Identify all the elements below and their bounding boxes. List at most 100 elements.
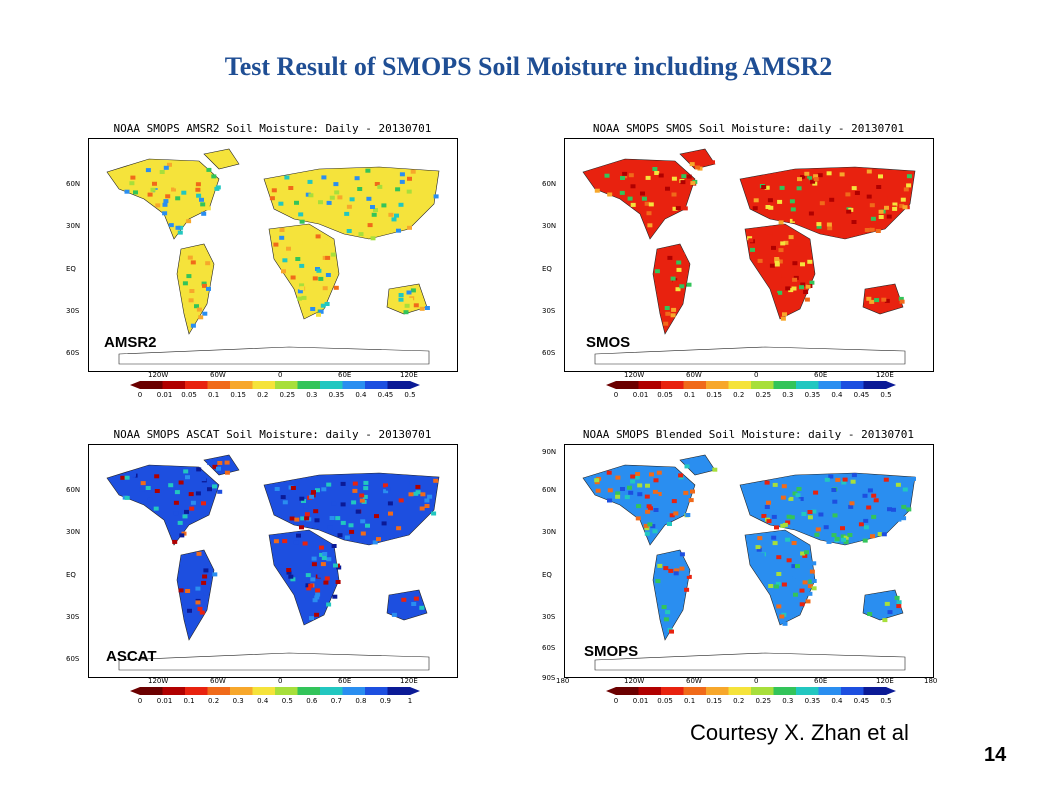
moisture-cell <box>807 515 813 520</box>
colorbar-ticks: 0 0.01 0.05 0.1 0.15 0.2 0.25 0.3 0.35 0.4 0.45 0.5 <box>606 697 896 707</box>
lat-label: 30S <box>542 613 556 621</box>
moisture-cell <box>781 273 787 278</box>
moisture-cell <box>427 494 433 499</box>
moisture-cell <box>661 605 667 609</box>
moisture-cell <box>332 594 338 599</box>
moisture-cell <box>297 296 302 301</box>
moisture-cell <box>374 182 380 186</box>
moisture-cell <box>777 259 783 264</box>
lon-label: 60E <box>338 371 352 379</box>
moisture-cell <box>785 547 791 552</box>
colorbar-tick-label: 0.2 <box>257 391 269 399</box>
moisture-cell <box>196 551 202 556</box>
moisture-cell <box>190 323 196 328</box>
colorbar-swatch <box>863 687 887 695</box>
colorbar-tick-label: 0.3 <box>782 391 794 399</box>
moisture-cell <box>348 523 354 528</box>
moisture-cell <box>896 517 902 522</box>
moisture-cell <box>196 193 202 198</box>
moisture-cell <box>318 276 324 281</box>
moisture-cell <box>207 487 212 492</box>
moisture-cell <box>771 514 777 519</box>
moisture-cell <box>772 232 778 236</box>
moisture-cell <box>870 534 875 539</box>
moisture-cell <box>413 303 419 308</box>
moisture-cell <box>779 185 785 190</box>
moisture-cell <box>335 516 341 521</box>
moisture-cell <box>747 236 753 241</box>
moisture-cell <box>684 587 690 592</box>
colorbar-tick-label: 0.35 <box>328 391 345 399</box>
moisture-cell <box>424 504 430 508</box>
moisture-cell <box>895 482 901 487</box>
colorbar-tick-label: 0.1 <box>684 697 696 705</box>
moisture-cell <box>674 568 680 573</box>
moisture-cell <box>804 297 810 302</box>
moisture-cell <box>671 176 677 181</box>
moisture-cell <box>658 173 664 178</box>
moisture-cell <box>433 478 439 483</box>
moisture-cell <box>841 537 846 542</box>
colorbar-arrow-right <box>410 687 420 695</box>
continent-shape <box>176 549 215 641</box>
moisture-cell <box>620 176 625 180</box>
moisture-cell <box>224 470 230 475</box>
colorbar-tick-label: 0.15 <box>706 391 722 399</box>
moisture-cell <box>778 248 784 253</box>
lat-label: 60N <box>542 180 557 188</box>
moisture-cell <box>367 223 373 228</box>
colorbar-swatch <box>818 687 842 695</box>
moisture-cell <box>802 580 808 585</box>
moisture-cell <box>314 612 320 617</box>
moisture-cell <box>309 616 314 621</box>
colorbar-swatch <box>320 381 343 389</box>
moisture-cell <box>406 189 412 194</box>
moisture-cell <box>781 484 787 489</box>
moisture-cell <box>906 183 912 188</box>
moisture-cell <box>817 173 823 178</box>
moisture-cell <box>624 495 630 500</box>
moisture-cell <box>308 193 314 198</box>
continent-shape <box>582 158 696 240</box>
page-number: 14 <box>984 744 1007 766</box>
colorbar-swatch <box>841 687 864 695</box>
moisture-cell <box>299 496 305 501</box>
moisture-cell <box>325 273 331 277</box>
moisture-cell <box>357 187 363 191</box>
moisture-cell <box>648 202 654 207</box>
moisture-cell <box>657 473 663 478</box>
moisture-cell <box>826 171 832 176</box>
moisture-cell <box>681 174 687 179</box>
moisture-cell <box>842 477 848 482</box>
moisture-cell <box>756 547 762 552</box>
moisture-cell <box>652 489 658 494</box>
colorbar <box>130 687 420 695</box>
moisture-cell <box>775 581 781 586</box>
moisture-cell <box>871 223 877 228</box>
moisture-cell <box>182 514 188 519</box>
moisture-cell <box>152 194 158 199</box>
moisture-cell <box>784 493 790 498</box>
moisture-cell <box>906 174 912 179</box>
colorbar-swatch <box>751 381 774 389</box>
colorbar-tick-label: 0.1 <box>684 391 696 399</box>
colorbar-tick-label: 0.3 <box>306 391 318 399</box>
moisture-cell <box>846 209 852 214</box>
moisture-cell <box>628 173 634 178</box>
colorbar-tick-label: 0.15 <box>230 391 246 399</box>
lon-label: 60E <box>814 371 828 379</box>
panel-title: NOAA SMOPS AMSR2 Soil Moisture: Daily - … <box>113 122 432 135</box>
moisture-cell <box>328 562 334 567</box>
moisture-cell <box>673 511 679 516</box>
moisture-cell <box>316 312 321 317</box>
colorbar-swatch <box>728 687 752 695</box>
moisture-cell <box>310 307 316 311</box>
map-panel-amsr2: NOAA SMOPS AMSR2 Soil Moisture: Daily - … <box>66 122 465 412</box>
colorbar-tick-label: 0.35 <box>804 697 821 705</box>
moisture-cell <box>842 210 848 215</box>
moisture-cell <box>313 509 319 514</box>
moisture-cell <box>615 494 621 499</box>
colorbar-tick-label: 0.4 <box>831 697 843 705</box>
moisture-cell <box>299 263 305 268</box>
colorbar-swatch <box>207 381 231 389</box>
